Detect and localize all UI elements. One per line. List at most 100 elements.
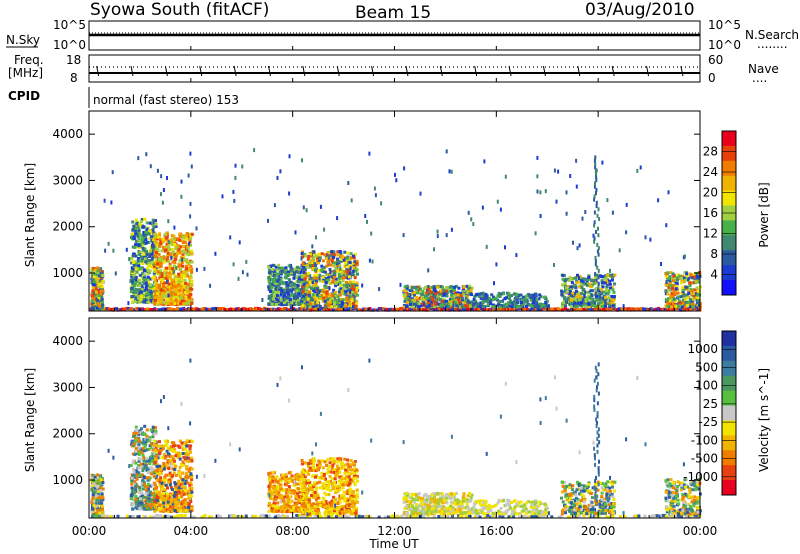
data-cell: [355, 263, 359, 267]
data-cell: [277, 302, 281, 306]
data-cell: [137, 236, 141, 240]
data-cell: [142, 230, 145, 235]
data-cell: [189, 151, 192, 156]
data-cell: [137, 264, 141, 268]
data-cell: [402, 233, 405, 238]
data-cell: [407, 293, 411, 297]
data-cell: [411, 286, 415, 289]
data-cell: [261, 308, 265, 312]
data-cell: [569, 290, 572, 294]
nave-tick-top: 60: [708, 53, 723, 67]
data-cell: [229, 235, 232, 240]
data-cell: [598, 295, 602, 299]
data-cell: [166, 514, 170, 518]
data-cell: [322, 296, 326, 300]
data-cell: [364, 214, 367, 218]
data-cell: [350, 288, 354, 292]
data-cell: [594, 291, 597, 296]
data-cell: [689, 292, 693, 296]
data-cell: [283, 515, 286, 519]
data-cell: [97, 296, 101, 300]
data-cell: [320, 252, 324, 256]
data-cell: [340, 268, 344, 272]
data-cell: [297, 269, 301, 273]
data-cell: [532, 299, 536, 302]
freq-dip: [336, 65, 340, 77]
data-cell: [589, 297, 593, 301]
data-cell: [340, 258, 344, 262]
data-cell: [476, 304, 480, 308]
data-cell: [98, 304, 101, 308]
data-cell: [587, 302, 591, 306]
data-cell: [97, 283, 101, 286]
data-cell: [585, 305, 589, 309]
data-cell: [273, 515, 277, 519]
data-cell: [564, 304, 567, 308]
data-cell: [596, 515, 600, 519]
data-cell: [295, 295, 299, 299]
freq-dip: [233, 65, 237, 77]
data-cell: [432, 299, 436, 303]
data-cell: [151, 229, 155, 233]
data-cell: [156, 270, 160, 274]
data-cell: [91, 484, 95, 487]
data-cell: [574, 286, 578, 290]
data-cell: [164, 292, 168, 296]
velocity-scatter-cells: [90, 358, 702, 519]
data-cell: [186, 282, 190, 286]
data-cell: [268, 268, 272, 272]
data-cell: [151, 296, 155, 300]
data-cell: [148, 255, 152, 258]
data-cell: [151, 308, 155, 311]
data-cell: [671, 272, 675, 276]
data-cell: [512, 292, 516, 296]
data-cell: [682, 276, 686, 280]
data-cell: [284, 281, 288, 285]
data-cell: [681, 307, 685, 310]
data-cell: [281, 266, 285, 270]
data-cell: [163, 249, 167, 253]
data-cell: [275, 268, 279, 272]
data-cell: [339, 266, 342, 271]
data-cell: [305, 208, 308, 213]
data-cell: [174, 298, 178, 302]
data-cell: [270, 293, 274, 297]
data-cell: [453, 285, 457, 289]
data-cell: [512, 515, 516, 519]
data-cell: [436, 294, 440, 298]
data-cell: [190, 268, 194, 272]
data-cell: [188, 290, 191, 293]
data-cell: [316, 299, 320, 303]
data-cell: [593, 210, 596, 215]
data-cell: [569, 294, 573, 298]
data-cell: [481, 205, 484, 210]
data-cell: [142, 467, 146, 471]
data-cell: [179, 245, 183, 249]
data-cell: [168, 307, 172, 310]
data-cell: [218, 514, 222, 518]
data-cell: [187, 232, 191, 236]
data-cell: [98, 511, 101, 515]
data-cell: [459, 305, 462, 309]
data-cell: [134, 218, 138, 222]
data-cell: [446, 307, 450, 311]
data-cell: [679, 295, 683, 299]
data-cell: [445, 149, 448, 154]
data-cell: [163, 258, 166, 262]
data-cell: [238, 240, 241, 245]
data-cell: [172, 264, 176, 268]
data-cell: [144, 515, 147, 519]
data-cell: [287, 264, 291, 268]
data-cell: [180, 194, 183, 199]
data-cell: [212, 307, 216, 311]
data-cell: [595, 178, 598, 183]
data-cell: [148, 252, 152, 255]
data-cell: [345, 280, 348, 284]
data-cell: [593, 194, 596, 199]
data-cell: [292, 276, 296, 280]
data-cell: [161, 237, 165, 241]
data-cell: [593, 239, 596, 244]
data-cell: [436, 234, 439, 239]
data-cell: [515, 253, 518, 258]
data-cell: [349, 288, 353, 292]
